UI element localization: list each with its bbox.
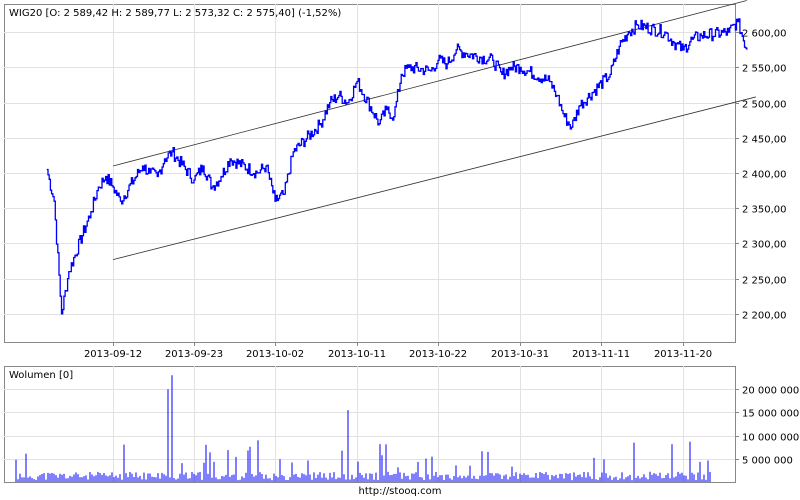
volume-panel: 5 000 000 10 000 000 15 000 000 20 000 000 W… xyxy=(4,366,799,483)
volume-y-tick-label: 10 000 000 xyxy=(742,433,799,444)
price-y-tick-label: 2 600,00 xyxy=(742,29,787,40)
price-x-tick-label: 2013-10-11 xyxy=(328,349,386,360)
price-x-tick-label: 2013-11-11 xyxy=(572,349,630,360)
volume-y-tick-label: 15 000 000 xyxy=(742,409,799,420)
volume-legend: Wolumen [0] xyxy=(9,370,73,381)
price-y-tick-label: 2 550,00 xyxy=(742,64,787,75)
price-y-tick-label: 2 500,00 xyxy=(742,100,787,111)
price-y-tick-label: 2 450,00 xyxy=(742,135,787,146)
price-x-tick-label: 2013-11-20 xyxy=(654,349,712,360)
price-x-tick-label: 2013-10-02 xyxy=(246,349,304,360)
price-series-line xyxy=(46,18,748,315)
price-x-tick-label: 2013-09-23 xyxy=(165,349,223,360)
volume-frame xyxy=(4,366,736,483)
price-x-tick-label: 2013-10-31 xyxy=(491,349,549,360)
price-x-tick-label: 2013-10-22 xyxy=(409,349,467,360)
price-x-tick-label: 2013-09-12 xyxy=(84,349,142,360)
price-legend: WIG20 [O: 2 589,42 H: 2 589,77 L: 2 573,… xyxy=(9,8,341,19)
volume-y-tick-label: 5 000 000 xyxy=(742,456,793,467)
volume-y-tick-label: 20 000 000 xyxy=(742,386,799,397)
price-y-tick-label: 2 400,00 xyxy=(742,170,787,181)
price-y-tick-label: 2 350,00 xyxy=(742,205,787,216)
price-y-tick-label: 2 250,00 xyxy=(742,276,787,287)
price-y-tick-label: 2 200,00 xyxy=(742,311,787,322)
price-y-tick-label: 2 300,00 xyxy=(742,240,787,251)
channel-lower-line xyxy=(112,96,756,261)
source-footer[interactable]: http://stooq.com xyxy=(358,486,442,497)
price-panel: 2 200,00 2 250,00 2 300,00 2 350,00 2 400,00… xyxy=(4,0,787,360)
